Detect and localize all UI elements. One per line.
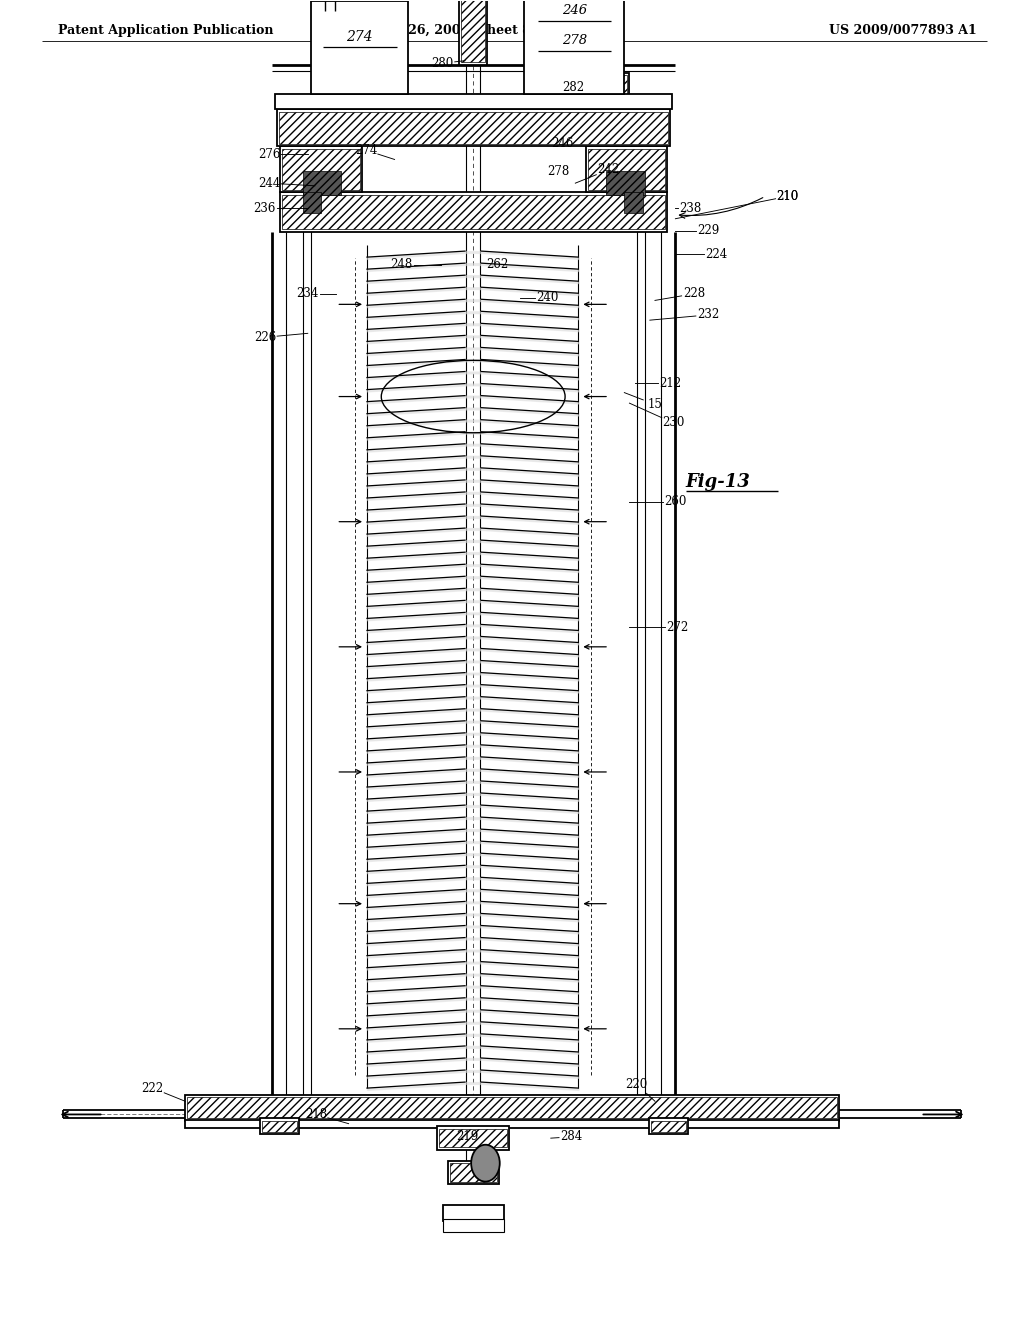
Text: 278: 278 xyxy=(562,34,587,48)
Text: 260: 260 xyxy=(665,495,686,508)
Bar xyxy=(459,0,487,65)
Bar xyxy=(303,172,341,195)
Text: 244: 244 xyxy=(258,177,281,190)
Text: 282: 282 xyxy=(562,81,585,94)
Bar xyxy=(303,193,322,214)
Text: 219: 219 xyxy=(456,1130,478,1143)
Text: Fig-13: Fig-13 xyxy=(686,473,751,491)
Bar xyxy=(461,0,485,62)
Text: 242: 242 xyxy=(597,164,620,177)
Text: 228: 228 xyxy=(683,288,705,301)
Text: 222: 222 xyxy=(141,1081,164,1094)
Bar xyxy=(275,94,673,110)
Text: 284: 284 xyxy=(560,1130,583,1143)
Text: 220: 220 xyxy=(626,1077,648,1090)
Text: 280: 280 xyxy=(431,57,454,70)
Text: 236: 236 xyxy=(254,202,276,215)
Text: 246: 246 xyxy=(551,137,573,150)
Bar xyxy=(280,112,669,144)
Text: 240: 240 xyxy=(537,292,559,305)
Text: 246: 246 xyxy=(562,4,587,17)
Text: 212: 212 xyxy=(659,378,681,389)
Text: Patent Application Publication: Patent Application Publication xyxy=(57,24,273,37)
Circle shape xyxy=(471,1144,500,1181)
Bar xyxy=(185,1094,839,1121)
Text: 232: 232 xyxy=(697,309,719,321)
Bar xyxy=(565,75,628,107)
Bar xyxy=(311,1,408,94)
Bar xyxy=(283,149,359,190)
Bar xyxy=(442,1205,504,1221)
Bar xyxy=(281,193,668,232)
Bar xyxy=(437,1126,509,1150)
Bar xyxy=(439,1129,507,1147)
Bar xyxy=(649,1118,688,1134)
Bar xyxy=(588,149,666,190)
Bar xyxy=(283,195,666,230)
Bar xyxy=(563,73,630,110)
Bar xyxy=(185,1119,839,1127)
Bar xyxy=(260,1118,299,1134)
Bar xyxy=(586,147,668,193)
Text: US 2009/0077893 A1: US 2009/0077893 A1 xyxy=(828,24,977,37)
Bar xyxy=(524,0,625,94)
Text: 234: 234 xyxy=(297,288,318,301)
Text: 230: 230 xyxy=(663,416,684,429)
Bar xyxy=(281,147,361,193)
Text: 210: 210 xyxy=(776,190,799,203)
Bar xyxy=(278,110,671,147)
Bar xyxy=(321,75,382,107)
Text: 218: 218 xyxy=(305,1107,327,1121)
Bar xyxy=(447,1160,499,1184)
Bar xyxy=(625,193,643,214)
Text: 15: 15 xyxy=(647,397,663,411)
Text: 248: 248 xyxy=(390,259,413,272)
Bar xyxy=(262,1121,297,1131)
Text: 226: 226 xyxy=(254,331,276,343)
Text: Mar. 26, 2009  Sheet 8 of 13: Mar. 26, 2009 Sheet 8 of 13 xyxy=(372,24,570,37)
Bar xyxy=(450,1163,497,1181)
Text: 276: 276 xyxy=(258,148,281,161)
Bar xyxy=(606,172,645,195)
Bar xyxy=(651,1121,686,1131)
Text: 229: 229 xyxy=(697,224,719,238)
Text: 210: 210 xyxy=(776,190,799,203)
Text: 224: 224 xyxy=(706,248,727,261)
Text: 274: 274 xyxy=(354,144,377,157)
Text: 262: 262 xyxy=(486,259,509,272)
Text: 272: 272 xyxy=(667,620,688,634)
Text: 238: 238 xyxy=(680,202,701,215)
Bar xyxy=(318,73,384,110)
Bar xyxy=(442,1218,504,1232)
Text: 278: 278 xyxy=(547,165,569,178)
Text: 274: 274 xyxy=(346,30,373,44)
Bar xyxy=(187,1097,837,1118)
